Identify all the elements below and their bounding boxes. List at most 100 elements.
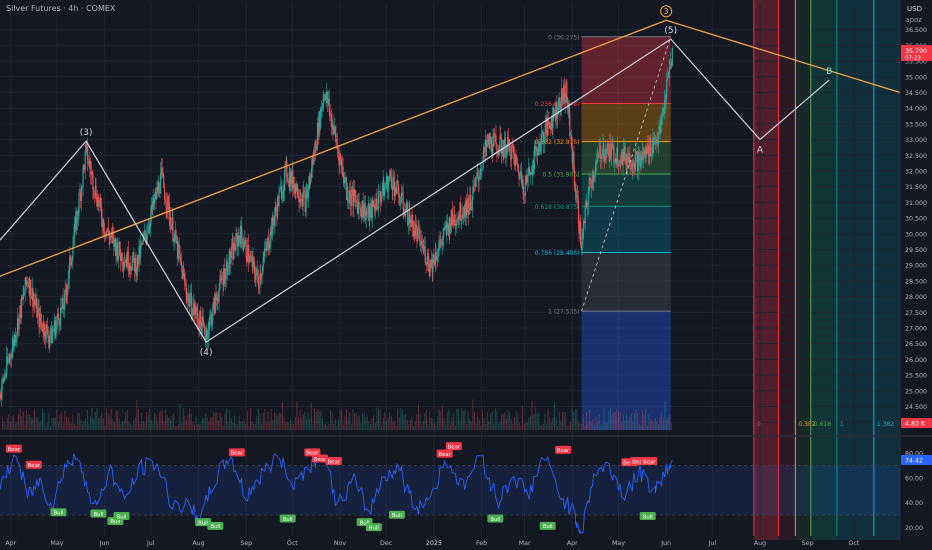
candle-body bbox=[338, 153, 340, 166]
candle-body bbox=[219, 275, 221, 289]
candle-body bbox=[390, 176, 392, 188]
candle-body bbox=[499, 135, 501, 153]
candle-body bbox=[259, 273, 261, 288]
volume-bar bbox=[133, 419, 135, 430]
candle-body bbox=[458, 214, 460, 220]
volume-bar bbox=[32, 418, 34, 430]
candle-body bbox=[566, 81, 568, 100]
candle-body bbox=[580, 221, 582, 246]
volume-bar bbox=[459, 421, 461, 430]
rsi-band bbox=[0, 465, 900, 515]
volume-bar bbox=[579, 424, 581, 430]
candle-body bbox=[521, 179, 523, 184]
volume-bar bbox=[115, 409, 117, 430]
volume-bar bbox=[384, 412, 386, 430]
volume-bar bbox=[558, 411, 560, 430]
candle-body bbox=[587, 191, 589, 205]
candle-body bbox=[43, 323, 45, 334]
candle-body bbox=[300, 198, 302, 201]
candle-body bbox=[130, 268, 132, 270]
candle-body bbox=[301, 199, 303, 207]
volume-bar bbox=[344, 415, 346, 430]
price-axis-bg bbox=[900, 0, 932, 550]
candle-body bbox=[307, 185, 309, 199]
volume-bar bbox=[270, 408, 272, 430]
candle-body bbox=[415, 224, 417, 230]
time-fib-label: 1 bbox=[840, 421, 844, 428]
volume-bar bbox=[589, 409, 591, 430]
volume-bar bbox=[347, 416, 349, 430]
volume-bar bbox=[290, 419, 291, 430]
candle-body bbox=[444, 225, 446, 229]
volume-bar bbox=[85, 418, 87, 430]
candle-body bbox=[436, 256, 439, 258]
volume-bar bbox=[222, 425, 224, 430]
volume-bar bbox=[498, 423, 499, 430]
candle-body bbox=[540, 134, 543, 145]
candle-body bbox=[327, 98, 329, 104]
bull-signal bbox=[487, 514, 504, 523]
candle-body bbox=[530, 172, 532, 175]
volume-bar bbox=[562, 412, 563, 430]
volume-bar bbox=[21, 416, 23, 430]
price-tick-label: 31.000 bbox=[905, 200, 927, 207]
volume-bar bbox=[442, 406, 443, 430]
volume-bar bbox=[178, 424, 179, 430]
candle-body bbox=[644, 149, 646, 158]
candle-body bbox=[613, 146, 615, 163]
candle-body bbox=[204, 324, 206, 334]
candle-body bbox=[344, 177, 346, 180]
candle-body bbox=[310, 168, 312, 178]
candle-body bbox=[540, 144, 542, 152]
candle-body bbox=[155, 192, 157, 199]
candle-body bbox=[352, 189, 354, 206]
candle-body bbox=[247, 244, 249, 263]
candle-body bbox=[443, 228, 445, 237]
volume-bar bbox=[536, 413, 538, 430]
volume-bar bbox=[168, 417, 170, 430]
candle-body bbox=[188, 294, 190, 307]
time-fib-label: 1.382 bbox=[877, 421, 894, 428]
volume-bar bbox=[245, 423, 247, 430]
bear-signal-label: Bear bbox=[231, 451, 244, 457]
candle-body bbox=[578, 223, 580, 234]
candle-body bbox=[196, 307, 198, 314]
date-tick-label: Aug bbox=[754, 540, 766, 547]
candle-body bbox=[51, 332, 53, 343]
candle-body bbox=[393, 181, 396, 196]
candle-body bbox=[127, 250, 129, 270]
candle-body bbox=[258, 287, 260, 288]
volume-bar bbox=[16, 422, 18, 430]
bear-signal bbox=[555, 445, 572, 454]
candle-body bbox=[498, 152, 500, 155]
bear-signal bbox=[5, 444, 22, 453]
candle-body bbox=[274, 206, 276, 217]
volume-bar bbox=[226, 408, 227, 430]
candle-body bbox=[100, 197, 102, 207]
time-fib-zone bbox=[753, 0, 779, 540]
candle-body bbox=[610, 144, 612, 157]
volume-bar bbox=[341, 408, 343, 430]
candle-body bbox=[549, 123, 551, 129]
volume-bar bbox=[448, 408, 450, 430]
candle-body bbox=[24, 277, 26, 293]
volume-bar bbox=[229, 409, 231, 430]
volume-bar bbox=[101, 412, 103, 430]
volume-bar bbox=[518, 422, 520, 430]
volume-bar bbox=[502, 414, 504, 430]
volume-bar bbox=[107, 413, 109, 430]
candle-body bbox=[112, 234, 114, 236]
candle-body bbox=[380, 196, 383, 203]
volume-bar bbox=[66, 417, 67, 430]
candle-body bbox=[195, 307, 197, 312]
volume-bar bbox=[242, 421, 243, 430]
volume-bar bbox=[86, 409, 88, 430]
volume-bar bbox=[454, 425, 456, 430]
volume-bar bbox=[211, 417, 213, 430]
candle-body bbox=[656, 141, 659, 144]
candle-body bbox=[371, 200, 373, 219]
candle-body bbox=[80, 192, 82, 201]
candle-body bbox=[147, 226, 149, 234]
candle-body bbox=[330, 113, 332, 128]
volume-bar bbox=[238, 415, 240, 430]
